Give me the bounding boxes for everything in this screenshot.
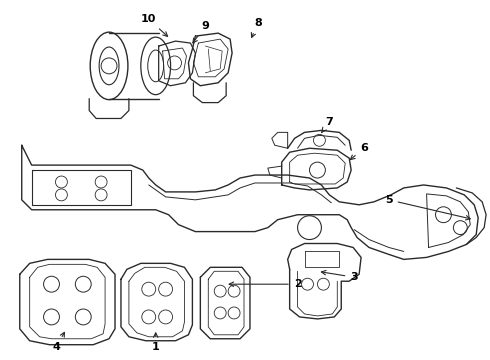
- Text: 2: 2: [229, 279, 301, 289]
- Text: 8: 8: [251, 18, 262, 37]
- Text: 5: 5: [385, 195, 470, 220]
- Text: 7: 7: [321, 117, 333, 132]
- Text: 10: 10: [141, 14, 168, 36]
- Text: 4: 4: [52, 332, 65, 352]
- Text: 6: 6: [350, 143, 368, 159]
- Text: 1: 1: [152, 333, 160, 352]
- Text: 9: 9: [193, 21, 209, 43]
- Text: 3: 3: [321, 270, 358, 282]
